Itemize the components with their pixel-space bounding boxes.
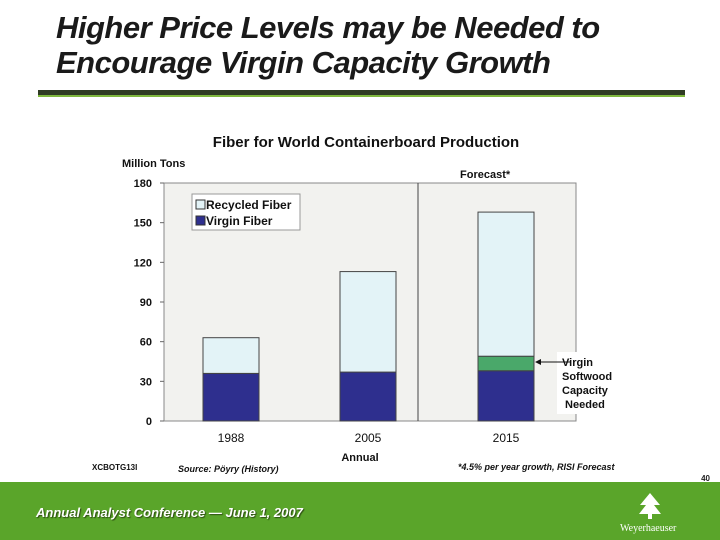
bar-recycled-fiber [477,211,535,357]
x-axis-ticks: 1988 2005 2015 [218,431,520,445]
legend-swatch-virgin [195,215,206,226]
title-divider [38,90,685,95]
legend-box [191,193,301,231]
y-tick-label: 150 [134,218,152,230]
x-tick-label: 1988 [218,431,245,445]
slide-title: Higher Price Levels may be Needed to Enc… [56,10,696,80]
bars [202,211,535,422]
footer-bar: Annual Analyst Conference — June 1, 2007… [0,482,720,540]
bar-virgin-fiber [339,371,397,422]
y-tick-label: 60 [140,337,152,349]
annotation-line-2: Softwood [562,371,612,383]
y-tick-label: 0 [146,416,152,428]
legend-label-virgin: Virgin Fiber [206,214,273,228]
bar-virgin-fiber [477,370,535,422]
x-tick-label: 2015 [493,431,520,445]
y-axis-ticks: 0 30 60 90 120 150 180 [134,178,164,428]
source-note: Source: Pöyry (History) [178,464,279,474]
annotation-arrowhead [535,359,541,365]
x-axis-label: Annual [341,452,378,464]
y-axis-label: Million Tons [122,158,185,170]
footer-conference-text: Annual Analyst Conference — June 1, 2007 [36,505,303,520]
bar-virgin-fiber [202,372,260,422]
forecast-label: Forecast* [460,169,511,181]
chart: Fiber for World Containerboard Productio… [92,134,635,474]
weyerhaeuser-tree-icon [639,493,661,519]
legend-swatch-recycled [195,199,206,210]
legend: Recycled Fiber Virgin Fiber [191,193,301,231]
bar-recycled-fiber [339,271,397,373]
bar-virgin-capacity-needed [477,355,535,372]
title-divider-accent [38,95,685,97]
y-tick-label: 180 [134,178,152,190]
logo-wordmark: Weyerhaeuser [620,523,677,534]
legend-label-recycled: Recycled Fiber [206,198,292,212]
y-tick-label: 120 [134,257,152,269]
annotation-virgin-needed: Virgin Softwood Capacity Needed [535,352,635,414]
slide-title-line-1: Higher Price Levels may be Needed to [56,10,600,45]
chart-title: Fiber for World Containerboard Productio… [213,134,519,151]
page-number: 40 [701,474,710,483]
forecast-footnote: *4.5% per year growth, RISI Forecast [458,462,616,472]
annotation-line-1: Virgin [562,357,593,369]
slide-code: XCBOTG13I [92,463,137,472]
x-tick-label: 2005 [355,431,382,445]
bar-recycled-fiber [202,337,260,374]
annotation-line-3: Capacity [562,385,609,397]
slide-title-line-2: Encourage Virgin Capacity Growth [56,45,551,80]
annotation-line-4: Needed [562,399,605,411]
y-tick-label: 90 [140,297,152,309]
y-tick-label: 30 [140,376,152,388]
